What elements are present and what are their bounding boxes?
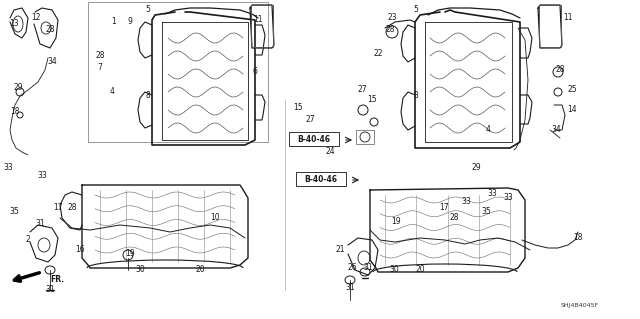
Text: 28: 28 [449,212,459,221]
Text: 19: 19 [125,249,135,257]
Text: 30: 30 [389,265,399,275]
Text: 6: 6 [253,68,257,77]
Text: 18: 18 [10,108,20,116]
Text: 8: 8 [146,91,150,100]
Text: 2: 2 [26,235,30,244]
Text: 12: 12 [31,13,41,23]
Text: 7: 7 [97,63,102,72]
Text: 20: 20 [415,265,425,275]
Bar [289,132,339,146]
Text: 33: 33 [503,192,513,202]
Text: 11: 11 [563,13,573,23]
Text: 17: 17 [53,204,63,212]
Text: 15: 15 [293,103,303,113]
Text: 20: 20 [195,265,205,275]
Text: 34: 34 [47,57,57,66]
Text: 29: 29 [13,84,23,93]
Text: SHJ4B4045F: SHJ4B4045F [561,302,599,308]
Text: 4: 4 [486,125,490,135]
Text: B-40-46: B-40-46 [298,136,330,145]
Text: 25: 25 [567,85,577,94]
Bar [251,5,273,47]
Text: 4: 4 [109,87,115,97]
Text: 31: 31 [363,263,373,272]
Text: 24: 24 [325,147,335,157]
Bar [296,172,346,186]
Text: 33: 33 [461,197,471,206]
Text: 26: 26 [347,263,357,272]
Text: 15: 15 [367,95,377,105]
Text: 29: 29 [471,162,481,172]
Text: 27: 27 [357,85,367,94]
Text: 33: 33 [37,170,47,180]
Text: 5: 5 [145,5,150,14]
Text: 18: 18 [573,233,583,241]
Text: 33: 33 [3,164,13,173]
Text: 22: 22 [373,49,383,58]
Text: 21: 21 [335,246,345,255]
Text: 31: 31 [345,284,355,293]
Text: 9: 9 [127,18,132,26]
Text: 33: 33 [487,189,497,198]
Text: 31: 31 [35,219,45,228]
Text: 28: 28 [67,203,77,211]
Text: 11: 11 [253,16,263,25]
Text: 19: 19 [391,218,401,226]
Text: B-40-46: B-40-46 [305,175,337,184]
Bar [88,2,268,142]
Text: 34: 34 [551,125,561,135]
Text: 30: 30 [135,265,145,275]
Text: 23: 23 [387,13,397,23]
Text: 17: 17 [439,203,449,211]
Bar [356,130,374,144]
Text: 28: 28 [95,50,105,60]
Text: 16: 16 [75,246,85,255]
Text: 5: 5 [413,5,419,14]
Text: 28: 28 [45,26,55,34]
Text: FR.: FR. [50,276,64,285]
Text: 28: 28 [556,65,564,75]
Text: 31: 31 [45,286,55,294]
Bar [539,5,561,47]
Text: 13: 13 [9,19,19,28]
Text: 35: 35 [481,207,491,217]
Text: 14: 14 [567,106,577,115]
Text: 1: 1 [111,18,116,26]
Text: 27: 27 [305,115,315,124]
Text: 28: 28 [385,26,395,34]
Text: 8: 8 [413,91,419,100]
Text: 10: 10 [210,212,220,221]
Text: 35: 35 [9,207,19,217]
